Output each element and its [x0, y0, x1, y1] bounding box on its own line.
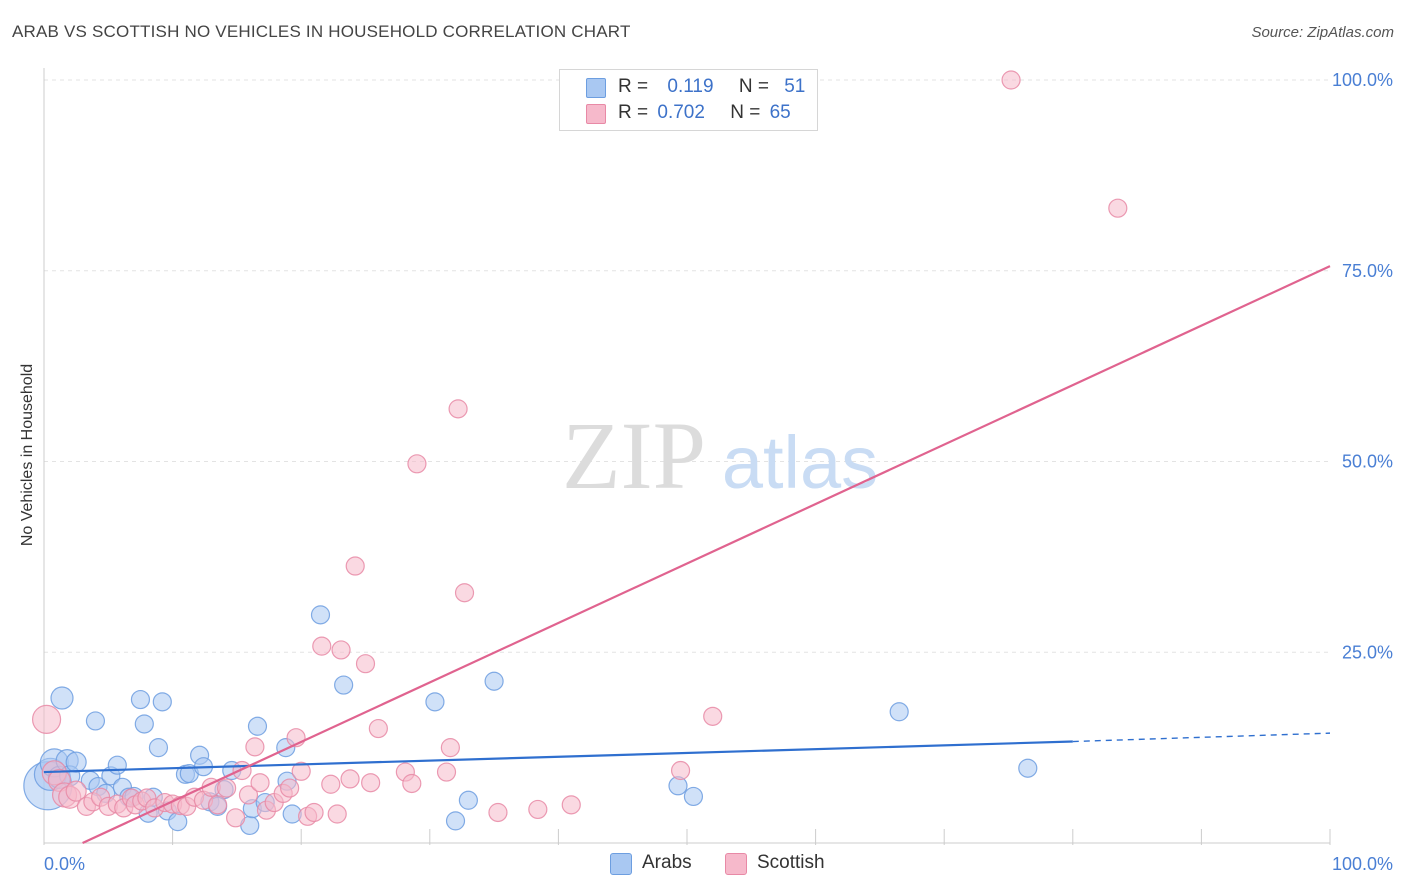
watermark-atlas: atlas: [722, 421, 878, 504]
scottish-point: [1001, 70, 1021, 90]
bottom-legend-label-scottish: Scottish: [757, 852, 825, 873]
scottish-point: [340, 769, 360, 789]
arabs-point: [247, 716, 268, 736]
arabs-point: [334, 675, 354, 695]
legend-r-label: R =: [618, 102, 649, 123]
legend-r-label: R =: [618, 76, 649, 97]
arabs-point: [445, 811, 466, 831]
legend-r-value-arabs: 0.119: [667, 76, 714, 97]
x-tick-label-min: 0.0%: [44, 854, 85, 874]
arabs-point: [148, 738, 169, 758]
bottom-legend-swatch-scottish: [725, 853, 747, 875]
scottish-point: [528, 799, 548, 820]
legend-n-value-arabs: 51: [784, 76, 806, 97]
arabs-point: [484, 671, 504, 691]
scottish-point: [250, 773, 270, 793]
bottom-legend-swatch-arabs: [610, 853, 632, 875]
scottish-point: [312, 636, 332, 656]
scottish-point: [245, 737, 265, 757]
scottish-point: [345, 556, 365, 576]
watermark-zip: ZIP: [562, 402, 706, 509]
legend-n-value-scottish: 65: [769, 102, 791, 123]
arabs-trend-extension: [1072, 732, 1331, 743]
scottish-point: [1108, 198, 1128, 218]
arabs-point: [50, 686, 74, 710]
scottish-point: [232, 760, 252, 781]
scottish-point: [304, 802, 324, 823]
arabs-point: [683, 786, 704, 807]
gridlines: [44, 79, 1330, 653]
scottish-point: [448, 399, 468, 419]
scottish-point: [208, 795, 228, 815]
bottom-legend-label-arabs: Arabs: [642, 852, 692, 873]
arabs-point: [310, 605, 331, 625]
arabs-point: [152, 692, 172, 712]
trend-lines: [43, 265, 1331, 844]
scottish-point: [31, 704, 62, 734]
y-tick-label-100: 100.0%: [1332, 70, 1393, 90]
legend-n-label: N =: [738, 76, 769, 97]
y-tick-label-25: 25.0%: [1342, 642, 1393, 662]
arabs-point: [425, 692, 445, 712]
scottish-point: [217, 778, 237, 798]
arabs-trend-line: [43, 740, 1073, 774]
y-tick-label-50: 50.0%: [1342, 452, 1393, 472]
scottish-point: [321, 774, 341, 794]
scottish-point: [703, 706, 723, 726]
arabs-point: [458, 790, 478, 810]
source-credit: Source: ZipAtlas.com: [1251, 24, 1394, 41]
y-tick-label-75: 75.0%: [1342, 261, 1393, 281]
scottish-point: [331, 640, 351, 660]
scottish-point: [280, 778, 300, 798]
scottish-point: [361, 773, 381, 793]
scottish-point: [407, 454, 427, 474]
scottish-point: [291, 761, 311, 781]
arabs-point: [65, 751, 87, 773]
scottish-point: [402, 773, 422, 794]
scottish-point: [488, 802, 508, 823]
legend-swatch-scottish: [586, 104, 606, 124]
scottish-point: [670, 760, 691, 781]
scottish-point: [226, 808, 246, 828]
scottish-point: [355, 654, 376, 674]
scottish-point: [368, 718, 388, 739]
legend-swatch-arabs: [586, 78, 606, 98]
scottish-trend-line: [82, 265, 1331, 844]
x-tick-label-max: 100.0%: [1332, 854, 1393, 874]
scottish-point: [561, 795, 581, 815]
arabs-point: [134, 714, 154, 734]
arabs-point: [130, 689, 151, 710]
scottish-point: [440, 738, 460, 758]
tick-labels: 25.0% 50.0% 75.0% 100.0% 0.0% 100.0%: [44, 70, 1393, 874]
chart-title: ARAB VS SCOTTISH NO VEHICLES IN HOUSEHOL…: [12, 22, 631, 41]
legend-r-value-scottish: 0.702: [657, 102, 705, 123]
arabs-point: [107, 755, 127, 775]
arabs-point: [1018, 758, 1038, 778]
scottish-point: [436, 762, 457, 782]
arabs-point: [85, 711, 106, 731]
legend-n-label: N =: [730, 102, 761, 123]
arabs-point: [889, 702, 909, 722]
scottish-point: [327, 804, 347, 824]
scottish-point: [238, 785, 259, 805]
scottish-point: [454, 583, 475, 603]
scottish-point: [65, 780, 87, 802]
correlation-legend: R = 0.119 N = 51 R = 0.702 N = 65: [559, 69, 818, 131]
